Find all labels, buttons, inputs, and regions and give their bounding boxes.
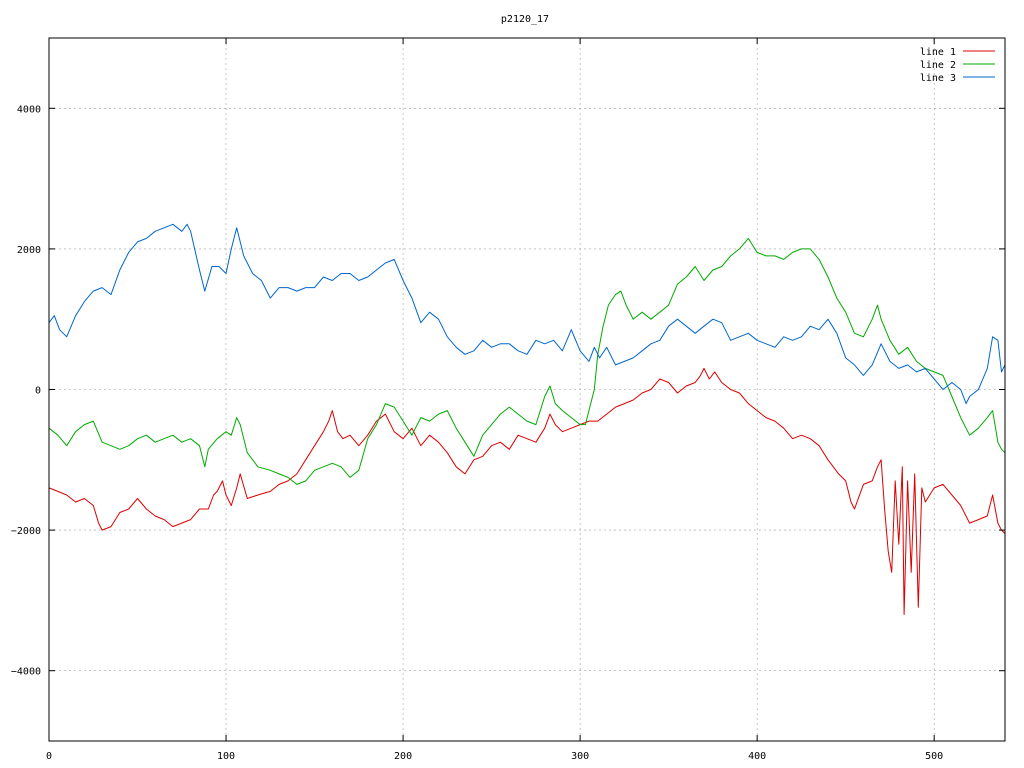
series-layer (48, 223, 1006, 615)
x-tick-label: 0 (46, 751, 52, 762)
series-line-2 (48, 237, 1006, 485)
legend-label-1: line 1 (920, 47, 956, 58)
grid-lines (49, 38, 1005, 741)
y-tick-label: 4000 (17, 104, 41, 115)
y-tick-label: 0 (35, 386, 41, 397)
plot-frame (48, 37, 1006, 742)
legend-label-2: line 2 (920, 60, 956, 71)
x-tick-label: 200 (394, 751, 412, 762)
chart-title: p2120_17 (501, 14, 549, 25)
legend: line 1 line 2 line 3 (920, 47, 995, 84)
series-line-1 (48, 367, 1006, 615)
x-tick-label: 300 (571, 751, 589, 762)
x-tick-label: 100 (217, 751, 235, 762)
x-tick-label: 500 (925, 751, 943, 762)
y-tick-label: −2000 (11, 526, 41, 537)
legend-label-3: line 3 (920, 73, 956, 84)
axis-ticks: 0 100 200 300 400 500 −4000 −2000 0 2000 4000 (11, 38, 1005, 762)
series-line-3 (48, 223, 1006, 405)
x-tick-label: 400 (748, 751, 766, 762)
y-tick-label: 2000 (17, 245, 41, 256)
y-tick-label: −4000 (11, 667, 41, 678)
